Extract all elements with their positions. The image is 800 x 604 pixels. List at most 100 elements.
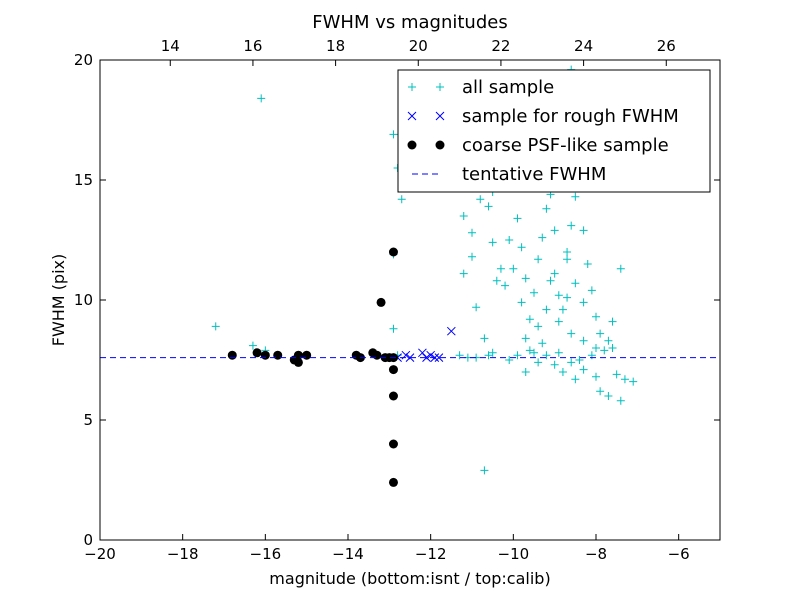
x-tick-label: −18 [167, 545, 199, 563]
top-tick-label: 22 [491, 37, 510, 55]
all-sample-point [525, 315, 534, 324]
all-sample-point [608, 317, 617, 326]
all-sample-point [521, 368, 530, 376]
all-sample-point [455, 351, 464, 360]
all-sample-point [513, 214, 522, 223]
all-sample-point [579, 298, 588, 307]
legend-swatch-marker [435, 140, 445, 150]
psf-like-point [388, 477, 398, 487]
all-sample-point [575, 356, 584, 364]
legend: all sample sample for rough FWHM coarse PS… [397, 69, 711, 193]
psf-like-point [372, 350, 382, 360]
psf-like-point [376, 297, 386, 307]
all-sample-point [468, 252, 476, 261]
all-sample-point [579, 365, 588, 374]
all-sample-point [505, 356, 514, 364]
all-sample-point [596, 329, 605, 338]
psf-like-point [260, 350, 270, 360]
all-sample-point [505, 236, 514, 244]
top-tick-label: 18 [326, 37, 345, 55]
top-tick-label: 16 [243, 37, 262, 55]
all-sample-point [517, 243, 526, 252]
x-axis-label: magnitude (bottom:isnt / top:calib) [269, 569, 550, 588]
all-sample-point [546, 276, 555, 285]
x-tick-label: −8 [585, 545, 607, 563]
all-sample-point [496, 264, 505, 273]
all-sample-point [567, 358, 576, 367]
all-sample-point [550, 226, 559, 235]
x-tick-label: −20 [84, 545, 116, 563]
legend-swatch-marker [408, 83, 416, 91]
x-tick-label: −14 [332, 545, 364, 563]
psf-like-point [252, 348, 262, 358]
psf-like-point [388, 247, 398, 257]
legend-entry-label: coarse PSF-like sample [462, 135, 669, 156]
legend-swatch-marker [407, 111, 417, 121]
psf-like-point [302, 350, 312, 360]
all-sample-point [476, 195, 485, 204]
all-sample-point [248, 341, 257, 350]
all-sample-point [397, 195, 406, 204]
top-tick-label: 14 [161, 37, 180, 55]
all-sample-point [459, 269, 468, 278]
all-sample-point [571, 375, 580, 384]
all-sample-point [592, 344, 600, 352]
all-sample-point [558, 368, 567, 376]
psf-like-point [388, 439, 398, 449]
x-tick-label: −16 [250, 545, 282, 563]
all-sample-point [592, 372, 600, 381]
all-sample-point [563, 293, 572, 302]
all-sample-point [616, 264, 625, 273]
all-sample-point [592, 312, 600, 321]
all-sample-point [587, 286, 596, 295]
all-sample-point [616, 396, 625, 405]
all-sample-point [488, 348, 497, 357]
x-tick-label: −6 [668, 545, 690, 563]
all-sample-point [558, 305, 567, 314]
legend-box [397, 69, 711, 193]
chart-title: FWHM vs magnitudes [312, 12, 507, 33]
all-sample-point [534, 255, 543, 264]
all-sample-point [488, 238, 497, 247]
y-tick-label: 15 [74, 171, 93, 189]
y-tick-label: 5 [83, 411, 93, 429]
legend-entry-label: tentative FWHM [462, 164, 606, 185]
all-sample-point [583, 260, 592, 268]
all-sample-point [484, 202, 493, 211]
y-axis-label: FWHM (pix) [49, 254, 68, 347]
top-tick-label: 24 [574, 37, 593, 55]
y-tick-label: 0 [83, 531, 93, 549]
all-sample-point [534, 358, 543, 367]
all-sample-point [579, 336, 588, 345]
all-sample-point [472, 303, 481, 312]
all-sample-point [550, 360, 559, 369]
all-sample-point [389, 324, 398, 333]
all-sample-point [521, 334, 530, 343]
all-sample-point [530, 288, 538, 297]
all-sample-point [501, 281, 510, 290]
all-sample-point [554, 291, 563, 300]
all-sample-point [538, 339, 547, 348]
x-tick-label: −10 [498, 545, 530, 563]
legend-entry-label: all sample [462, 77, 554, 98]
psf-like-point [388, 391, 398, 401]
all-sample-point [513, 351, 522, 360]
all-sample-point [596, 387, 605, 396]
rough-fwhm-point [422, 353, 431, 362]
all-sample-point [530, 348, 538, 357]
all-sample-point [480, 334, 489, 343]
legend-swatch-marker [436, 83, 444, 91]
all-sample-point [389, 130, 398, 139]
all-sample-point [608, 344, 617, 352]
all-sample-point [550, 269, 559, 278]
all-sample-point [459, 212, 468, 220]
legend-entry-label: sample for rough FWHM [462, 106, 679, 127]
all-sample-point [563, 248, 572, 256]
x-tick-label: −12 [415, 545, 447, 563]
all-sample-point [604, 336, 613, 345]
all-sample-point [525, 346, 534, 355]
y-tick-label: 20 [74, 51, 93, 69]
all-sample-point [604, 392, 613, 400]
all-sample-point [571, 192, 580, 201]
